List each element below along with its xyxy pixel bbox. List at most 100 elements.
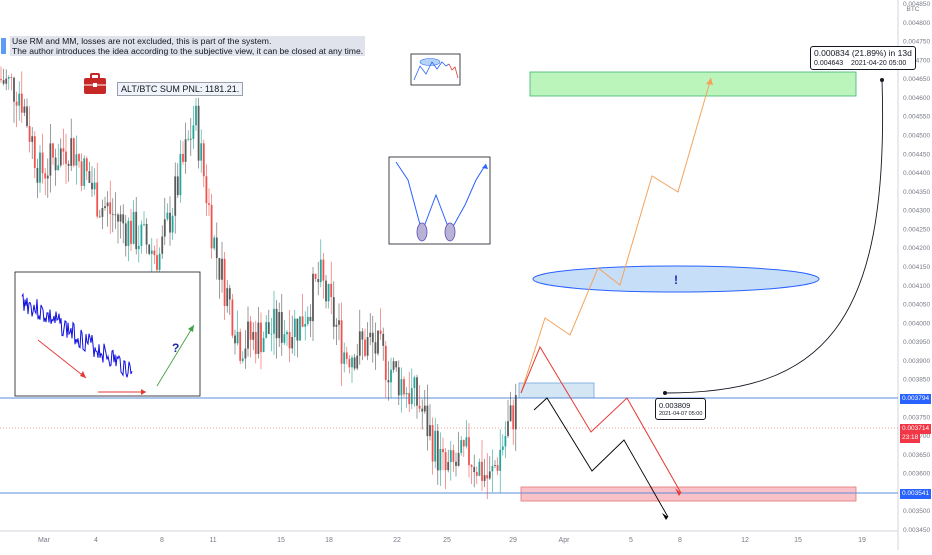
callout-top-price: 0.004643 — [814, 60, 844, 67]
candle-body — [491, 465, 494, 472]
candle-body — [421, 408, 424, 412]
candle-body — [397, 367, 400, 396]
candle-body — [288, 332, 291, 349]
candle-body — [161, 236, 164, 254]
price-axis-label: 0.004650 — [903, 76, 930, 83]
stop-zone[interactable] — [520, 486, 857, 502]
candle-body — [75, 154, 78, 166]
candle-body — [231, 299, 234, 336]
price-axis-labels: 0.004850 0.004800 0.004750 0.004700 0.004650… — [903, 1, 930, 534]
time-axis-label: 12 — [741, 537, 749, 544]
candle-body — [145, 223, 148, 245]
candle-body — [39, 152, 41, 183]
price-axis-label: 0.003600 — [903, 471, 930, 478]
price-axis-label: 0.004150 — [903, 264, 930, 271]
candle-body — [67, 163, 70, 166]
price-axis-label: 0.004100 — [903, 283, 930, 290]
time-axis-label: Apr — [559, 537, 571, 544]
axis-unit-label: BTC — [907, 6, 920, 13]
briefcase-icon[interactable] — [83, 72, 107, 96]
price-axis-label: 0.004800 — [903, 20, 930, 27]
projection-orange-path[interactable] — [520, 77, 712, 394]
candle-body — [304, 323, 307, 327]
candles-group — [0, 66, 517, 500]
entry-zone[interactable] — [518, 382, 595, 399]
candle-body — [444, 452, 447, 471]
candle-body — [28, 126, 31, 142]
candle-body — [169, 212, 171, 233]
candle-body — [135, 211, 138, 250]
price-axis-label: 0.003750 — [903, 414, 930, 421]
candle-body — [239, 331, 242, 361]
candle-body — [278, 312, 281, 339]
candle-body — [130, 220, 132, 244]
candle-body — [2, 80, 5, 84]
time-axis-label: Mar — [38, 537, 51, 544]
candle-body — [449, 450, 452, 463]
candle-body — [345, 352, 348, 359]
time-axis-label: 29 — [509, 537, 517, 544]
candle-body — [15, 101, 18, 106]
candle-body — [5, 78, 8, 84]
time-axis-label: 11 — [209, 537, 216, 544]
candle-body — [267, 322, 270, 334]
candle-body — [309, 316, 312, 322]
projection-red-path[interactable] — [520, 345, 682, 494]
candle-body — [257, 322, 260, 354]
candle-body — [507, 421, 509, 436]
note-accent-bar — [1, 38, 6, 54]
candle-body — [379, 330, 382, 334]
target-zone[interactable] — [529, 71, 857, 97]
measure-point-end[interactable] — [880, 78, 884, 82]
projection-black-path[interactable] — [533, 397, 669, 518]
candle-body — [247, 321, 249, 349]
candle-body — [343, 352, 346, 364]
candle-body — [80, 161, 83, 186]
time-axis-label: 25 — [443, 537, 451, 544]
candle-body — [205, 176, 208, 204]
candle-body — [400, 379, 403, 396]
candle-body — [260, 322, 262, 353]
candle-body — [504, 435, 507, 447]
measure-point-start[interactable] — [663, 391, 667, 395]
candle-body — [470, 465, 473, 467]
candle-body — [371, 332, 374, 343]
candle-body — [465, 437, 468, 447]
time-axis-label: 19 — [858, 537, 866, 544]
price-axis-label: 0.003950 — [903, 339, 930, 346]
candle-body — [23, 106, 26, 113]
candle-body — [423, 405, 426, 412]
candle-body — [369, 332, 372, 338]
candle-body — [356, 355, 359, 369]
candle-body — [91, 182, 93, 190]
candle-body — [31, 136, 34, 142]
price-axis-label: 0.004250 — [903, 226, 930, 233]
candle-body — [384, 345, 387, 381]
candle-body — [176, 176, 179, 196]
candle-body — [348, 358, 351, 368]
measure-curve[interactable] — [664, 79, 884, 394]
callout-measure-mid[interactable]: 0.003809 2021-04-07 05:00 — [655, 398, 707, 420]
candle-body — [179, 153, 182, 196]
candle-body — [192, 125, 195, 139]
candle-body — [213, 237, 216, 249]
callout-measure-top[interactable]: 0.000834 (21.89%) in 13d 0.004643 2021-0… — [810, 46, 916, 70]
candle-body — [418, 405, 421, 409]
candle-body — [62, 148, 65, 152]
candle-body — [83, 158, 86, 186]
candle-body — [226, 288, 229, 306]
candle-body — [265, 322, 268, 338]
candle-body — [96, 182, 99, 217]
candle-body — [241, 358, 244, 361]
orange-arrowhead — [706, 78, 713, 85]
price-axis-label: 0.004050 — [903, 302, 930, 309]
candle-body — [273, 308, 275, 334]
candle-body — [49, 143, 52, 176]
candle-body — [228, 288, 231, 300]
candle-body — [501, 446, 504, 450]
price-axis-label: 0.003500 — [903, 508, 930, 515]
time-axis-label: 5 — [629, 537, 633, 544]
price-tag-upper: 0.003794 — [900, 394, 932, 404]
candle-body — [296, 318, 299, 341]
